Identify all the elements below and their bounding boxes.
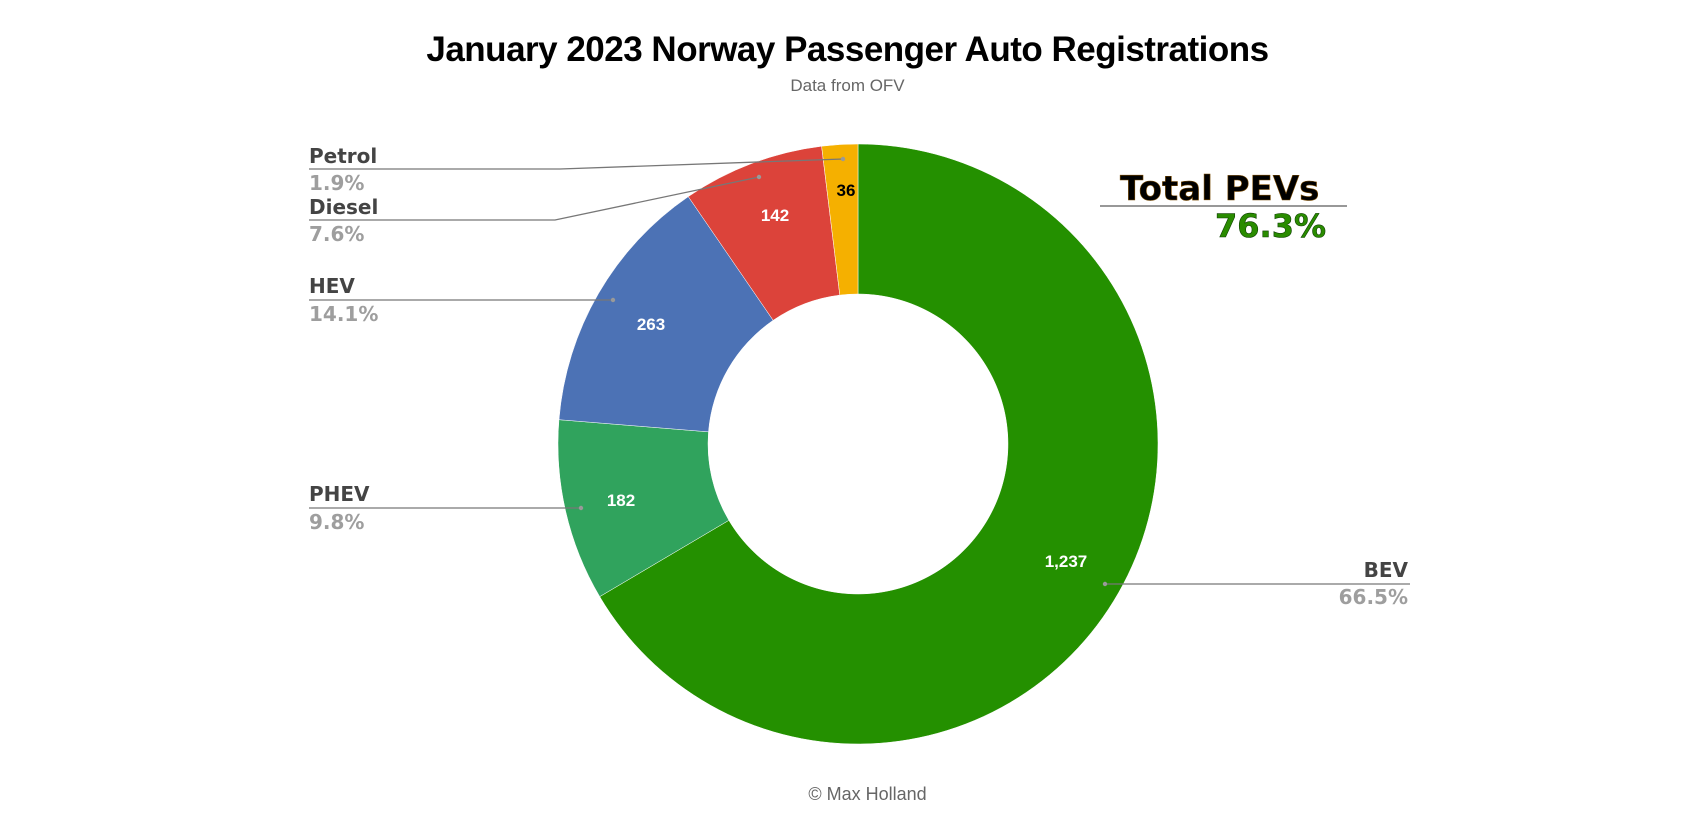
slice-percent-bev: 66.5% xyxy=(1339,585,1408,609)
slice-petrol xyxy=(821,143,859,296)
chart-title: January 2023 Norway Passenger Auto Regis… xyxy=(426,30,1269,69)
value-label-petrol: 36 xyxy=(837,181,856,200)
value-label-diesel: 142 xyxy=(761,206,789,225)
slice-name-hev: HEV xyxy=(309,274,355,298)
slice-percent-hev: 14.1% xyxy=(309,302,378,326)
leader-dot-petrol xyxy=(840,156,846,162)
total-pevs-title: Total PEVs xyxy=(1120,169,1319,209)
chart-credit: © Max Holland xyxy=(808,784,927,804)
leader-line-petrol xyxy=(309,158,844,170)
slice-name-petrol: Petrol xyxy=(309,144,377,168)
chart-subtitle: Data from OFV xyxy=(790,76,905,95)
slice-percent-phev: 9.8% xyxy=(309,510,364,534)
value-label-hev: 263 xyxy=(637,315,665,334)
leader-dot-hev xyxy=(610,297,616,303)
slice-percent-petrol: 1.9% xyxy=(309,171,364,195)
leader-dot-diesel xyxy=(756,174,762,180)
slice-name-bev: BEV xyxy=(1364,558,1409,582)
total-pevs-value: 76.3% xyxy=(1215,207,1326,245)
leader-dot-phev xyxy=(578,505,584,511)
leader-lines xyxy=(309,156,1410,587)
leader-line-diesel xyxy=(309,176,760,221)
slice-percent-diesel: 7.6% xyxy=(309,222,364,246)
slice-bev xyxy=(599,143,1159,745)
slice-name-diesel: Diesel xyxy=(309,195,378,219)
slice-labels: BEV 66.5% PHEV 9.8% HEV 14.1% Diesel 7.6% Petrol… xyxy=(309,144,1409,609)
total-pevs-annotation: Total PEVs 76.3% xyxy=(1100,169,1347,245)
leader-dot-bev xyxy=(1102,581,1108,587)
slice-hev xyxy=(558,196,774,433)
value-label-bev: 1,237 xyxy=(1045,552,1088,571)
value-label-phev: 182 xyxy=(607,491,635,510)
value-labels: 1,237 182 263 142 36 xyxy=(607,181,1087,571)
donut-slices xyxy=(557,143,1159,745)
slice-name-phev: PHEV xyxy=(309,482,370,506)
